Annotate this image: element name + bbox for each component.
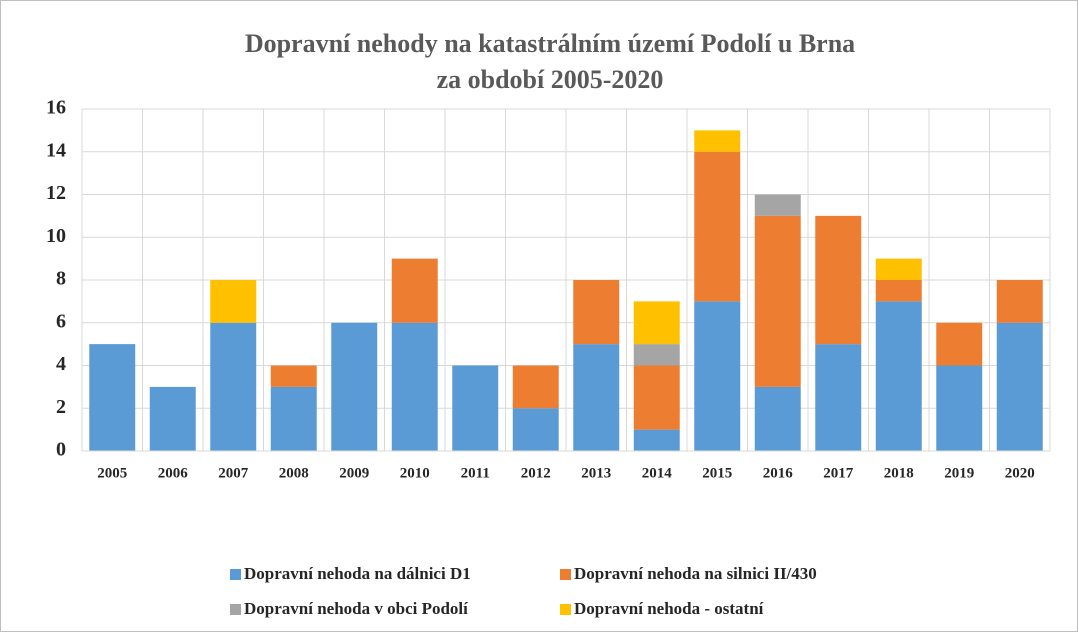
chart-title: za období 2005-2020 (437, 65, 664, 94)
x-tick-label: 2007 (218, 465, 249, 481)
bar-segment (210, 280, 257, 323)
bar-segment (875, 258, 922, 280)
bar-segment (633, 344, 680, 366)
y-tick-label: 6 (56, 310, 66, 332)
legend-label: Dopravní nehoda na silnici II/430 (574, 564, 817, 583)
bar-segment (815, 215, 862, 345)
bar-segment (996, 322, 1043, 451)
bar-segment (452, 365, 499, 451)
x-tick-label: 2016 (763, 465, 794, 481)
chart-title: Dopravní nehody na katastrálním území Po… (245, 29, 855, 58)
legend-swatch (230, 604, 241, 615)
bar-segment (633, 301, 680, 345)
y-tick-label: 4 (56, 353, 66, 375)
bar-segment (391, 322, 438, 451)
y-tick-label: 14 (46, 139, 66, 161)
x-tick-label: 2005 (97, 465, 127, 481)
bar-segment (89, 344, 136, 451)
y-tick-label: 2 (56, 396, 66, 418)
x-tick-label: 2012 (521, 465, 551, 481)
bar-segment (149, 386, 196, 451)
x-tick-label: 2013 (581, 465, 611, 481)
y-tick-label: 0 (56, 439, 66, 461)
x-tick-label: 2018 (884, 465, 914, 481)
x-tick-label: 2014 (642, 465, 673, 481)
y-tick-label: 8 (56, 268, 66, 290)
bar-segment (815, 344, 862, 451)
bar-segment (573, 280, 620, 345)
bar-segment (936, 365, 983, 451)
legend-label: Dopravní nehoda na dálnici D1 (244, 564, 471, 583)
bar-segment (512, 408, 559, 451)
bar-segment (270, 386, 317, 451)
bar-segment (936, 322, 983, 366)
legend-label: Dopravní nehoda v obci Podolí (244, 599, 468, 618)
bar-segment (391, 258, 438, 323)
bar-segment (512, 365, 559, 409)
y-tick-label: 12 (46, 182, 66, 204)
x-tick-label: 2008 (279, 465, 309, 481)
bar-segment (331, 322, 378, 451)
legend-swatch (230, 569, 241, 580)
bar-segment (694, 130, 741, 152)
bar-segment (270, 365, 317, 387)
x-tick-label: 2019 (944, 465, 974, 481)
bar-segment (633, 429, 680, 451)
bar-segment (210, 322, 257, 451)
bar-segment (754, 194, 801, 216)
bar-segment (996, 280, 1043, 323)
x-tick-label: 2009 (339, 465, 369, 481)
bar-segment (875, 301, 922, 451)
legend-label: Dopravní nehoda - ostatní (574, 599, 764, 618)
bar-segment (633, 365, 680, 430)
bar-segment (694, 151, 741, 302)
bar-segment (694, 301, 741, 451)
x-tick-label: 2006 (158, 465, 189, 481)
y-tick-label: 10 (46, 225, 66, 247)
bar-segment (875, 280, 922, 302)
legend-swatch (560, 569, 571, 580)
x-tick-label: 2010 (400, 465, 430, 481)
y-tick-label: 16 (46, 97, 66, 119)
bar-segment (754, 386, 801, 451)
x-tick-label: 2011 (461, 465, 490, 481)
x-tick-label: 2020 (1005, 465, 1035, 481)
bar-segment (573, 344, 620, 451)
bar-segment (754, 215, 801, 387)
legend-swatch (560, 604, 571, 615)
x-tick-label: 2017 (823, 465, 854, 481)
x-tick-label: 2015 (702, 465, 732, 481)
